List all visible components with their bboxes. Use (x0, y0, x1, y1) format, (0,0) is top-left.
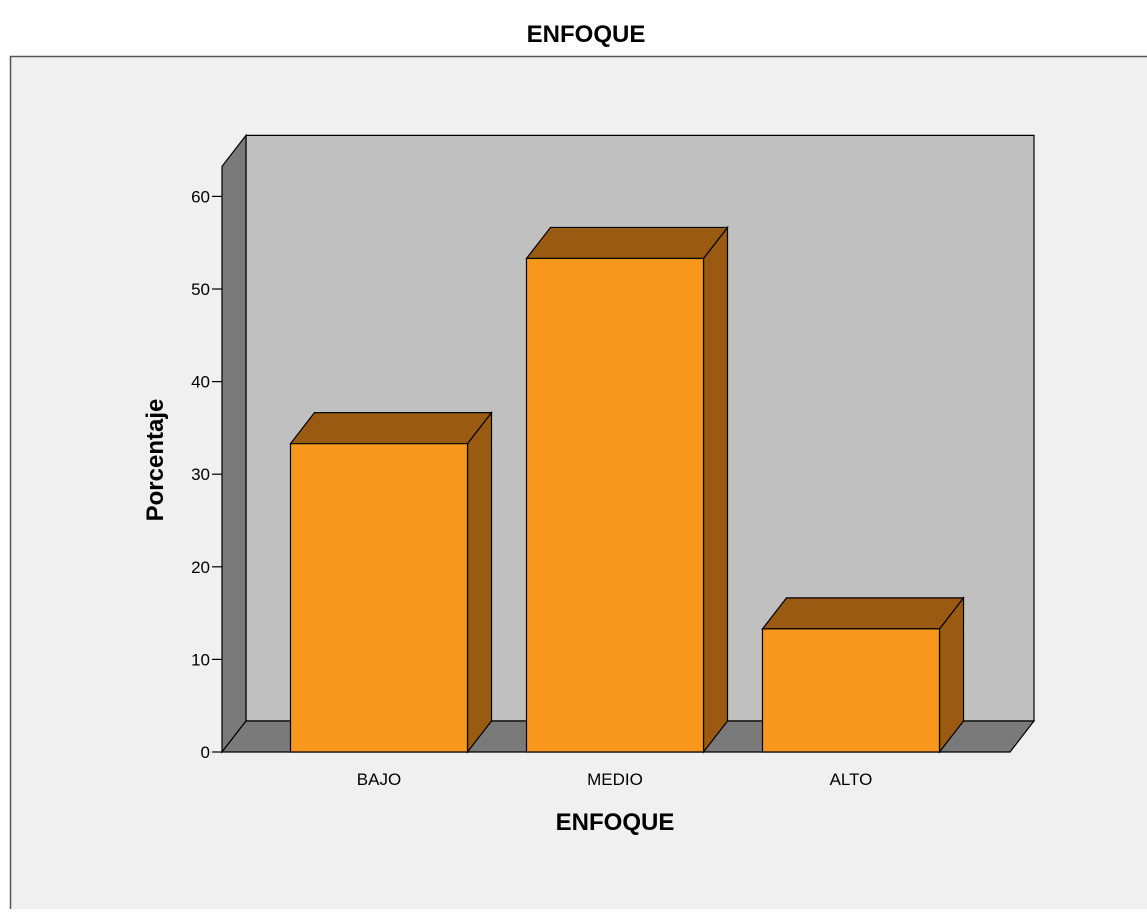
bar-top (527, 227, 728, 258)
bar-medio (527, 227, 728, 752)
y-axis-title: Porcentaje (142, 399, 169, 522)
y-tick-label: 50 (191, 280, 210, 299)
bar-side (468, 413, 492, 752)
x-axis-title: ENFOQUE (556, 809, 675, 836)
y-tick-label: 30 (191, 465, 210, 484)
bar-side (704, 227, 728, 752)
x-tick-label: BAJO (357, 770, 401, 789)
bar-front (527, 258, 704, 752)
x-tick-label: MEDIO (587, 770, 643, 789)
plot-side-wall (222, 135, 246, 752)
bar-front (291, 444, 468, 752)
y-tick-label: 10 (191, 650, 210, 669)
x-tick-label: ALTO (830, 770, 873, 789)
y-tick-label: 40 (191, 373, 210, 392)
bar-front (763, 629, 940, 752)
bar-top (763, 598, 964, 629)
chart-title: ENFOQUE (527, 21, 646, 48)
y-tick-label: 0 (201, 743, 210, 762)
y-tick-label: 60 (191, 187, 210, 206)
bar-bajo (291, 413, 492, 752)
bar-alto (763, 598, 964, 752)
y-tick-label: 20 (191, 558, 210, 577)
bar-top (291, 413, 492, 444)
